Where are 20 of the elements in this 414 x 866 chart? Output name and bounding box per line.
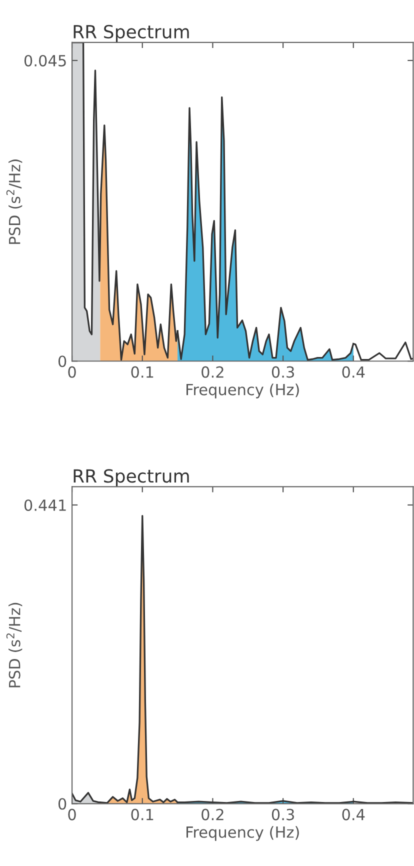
y-tick-label: 0.045 [24,54,66,66]
y-tick-label: 0 [58,356,66,368]
x-tick-label: 0.2 [202,366,224,378]
x-tick-label: 0.3 [272,808,294,820]
x-tick-label: 0 [68,366,76,378]
x-tick-label: 0.1 [131,366,154,378]
chart-title: RR Spectrum [74,469,189,486]
x-tick-label: 0.4 [342,808,365,820]
y-tick-label: 0 [58,798,66,810]
x-axis-title: Frequency (Hz) [186,826,299,841]
y-axis-title: PSD (s$^{2}$/Hz) [6,160,22,244]
x-axis-title: Frequency (Hz) [186,384,299,398]
x-tick-label: 0.2 [202,808,224,820]
x-tick-label: 0.3 [272,366,294,378]
y-axis-title: PSD (s$^{2}$/Hz) [6,602,22,688]
x-tick-label: 0 [68,808,76,820]
y-tick-label: 0.441 [24,499,66,511]
x-tick-label: 0.4 [342,366,365,378]
x-tick-label: 0.1 [131,808,154,820]
chart-title: RR Spectrum [74,24,189,42]
